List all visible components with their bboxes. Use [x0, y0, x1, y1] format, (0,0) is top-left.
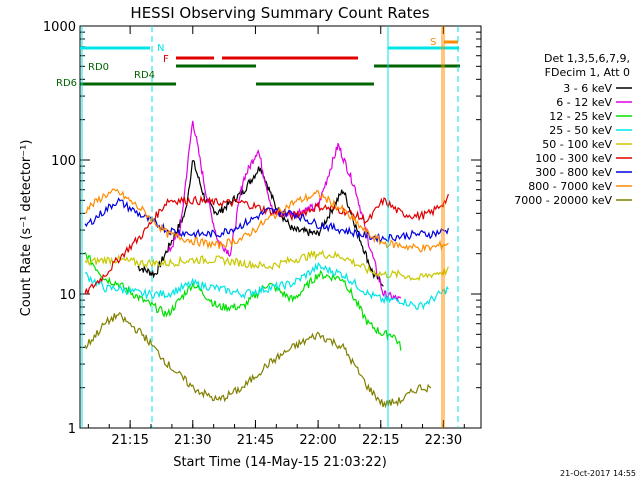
legend-entry: 800 - 7000 keV: [528, 180, 612, 193]
rd4-flag-label: RD4: [134, 70, 155, 81]
x-tick-label: 21:45: [237, 433, 274, 448]
legend-header: Det 1,3,5,6,7,9,: [544, 52, 630, 65]
series-layer: [84, 120, 449, 409]
night-flag-label: N: [157, 43, 164, 54]
series-line-0: [137, 160, 384, 287]
chart-title: HESSI Observing Summary Count Rates: [130, 4, 429, 22]
x-tick-label: 21:15: [111, 433, 148, 448]
legend-entry: 50 - 100 keV: [542, 138, 612, 151]
footer-date: 21-Oct-2017 14:55: [560, 469, 636, 478]
legend-entry: 12 - 25 keV: [549, 110, 612, 123]
legend-entry: 6 - 12 keV: [556, 96, 612, 109]
flare-flag-label: F: [163, 54, 169, 65]
series-line-7: [84, 188, 449, 253]
x-tick-label: 22:00: [299, 433, 336, 448]
legend-entry: 100 - 300 keV: [535, 152, 612, 165]
legend-entry: 300 - 800 keV: [535, 166, 612, 179]
legend-entry: 7000 - 20000 keV: [514, 194, 612, 207]
legend-entry: 25 - 50 keV: [549, 124, 612, 137]
legend-entry: 3 - 6 keV: [563, 82, 612, 95]
y-tick-label: 100: [51, 154, 76, 169]
y-tick-label: 1: [68, 422, 76, 437]
plot-frame: [79, 25, 482, 429]
y-axis-label: Count Rate (s⁻¹ detector⁻¹): [19, 140, 34, 317]
series-line-2: [84, 251, 402, 351]
saa-flag-label: S: [430, 37, 436, 48]
axes: 21:15 21:30 21:45 22:00 22:15 22:30 1 10 100 1000: [43, 20, 481, 448]
flags-layer: NF S RD0 RD4 RD6: [56, 26, 460, 428]
series-line-8: [84, 311, 432, 409]
rd0-flag-label: RD0: [88, 62, 109, 73]
x-tick-label: 22:30: [425, 433, 462, 448]
legend: Det 1,3,5,6,7,9,FDecim 1, Att 0 3 - 6 keV…: [514, 52, 632, 207]
series-line-4: [84, 249, 449, 282]
legend-header: FDecim 1, Att 0: [545, 66, 630, 79]
x-tick-label: 21:30: [174, 433, 211, 448]
y-tick-label: 10: [59, 288, 76, 303]
x-axis-label: Start Time (14-May-15 21:03:22): [173, 455, 387, 470]
rd6-flag-label: RD6: [56, 78, 77, 89]
x-tick-label: 22:15: [362, 433, 399, 448]
y-tick-label: 1000: [43, 20, 76, 35]
